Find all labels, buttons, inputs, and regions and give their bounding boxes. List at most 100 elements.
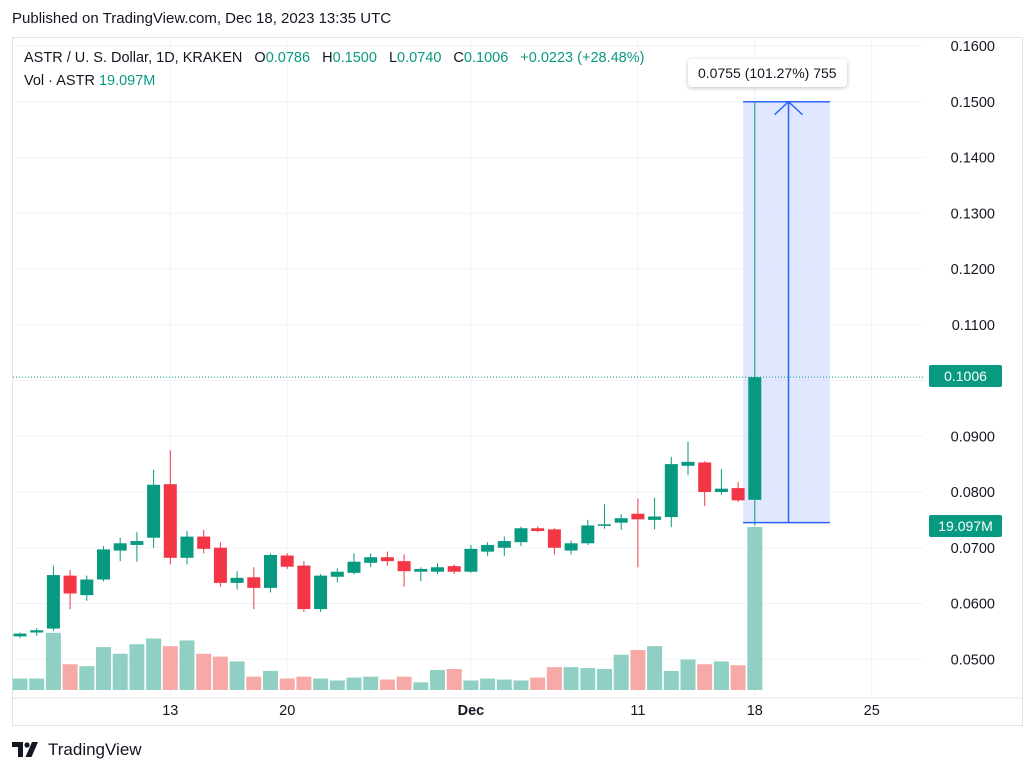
volume-bar (563, 667, 579, 690)
candle-body (297, 565, 311, 610)
y-tick-label: 0.0900 (951, 429, 995, 445)
candle-body (147, 484, 161, 538)
low-label: L (388, 50, 398, 66)
volume-bar (747, 527, 763, 690)
candle-body (364, 557, 378, 563)
volume-bar (196, 653, 212, 690)
volume-bar (62, 664, 78, 690)
x-tick-label: 20 (279, 703, 295, 719)
close-label: C (453, 50, 464, 66)
candle-body (46, 575, 60, 629)
candle-body (264, 554, 277, 588)
volume-label: Vol · ASTR (24, 73, 95, 89)
candle-body (347, 561, 361, 573)
volume-bar (730, 665, 746, 690)
volume-bar (546, 667, 562, 690)
candle-body (13, 633, 27, 637)
candle-body (113, 543, 127, 551)
candle-body (30, 630, 44, 633)
candle-body (648, 516, 662, 520)
y-tick-label: 0.1100 (952, 318, 995, 334)
y-tick-label: 0.0600 (951, 597, 995, 613)
volume-bar (680, 659, 696, 690)
last-price-label: 0.1006 (929, 365, 1002, 387)
candle-body (731, 488, 745, 501)
open-value: 0.0786 (265, 50, 311, 66)
volume-bar (463, 680, 479, 690)
volume-bar (329, 680, 345, 690)
close-value: 0.1006 (463, 50, 509, 66)
x-tick-label: 11 (630, 703, 645, 719)
candle-body (547, 529, 561, 548)
candle-body (180, 536, 194, 558)
candle-body (497, 541, 511, 548)
candle-body (163, 484, 177, 558)
volume-bar (96, 647, 111, 690)
volume-bar (229, 661, 245, 690)
x-tick-label: 13 (162, 703, 178, 719)
volume-bar (112, 653, 128, 690)
volume-bar (630, 649, 646, 690)
change-value: +0.0223 (+28.48%) (520, 50, 645, 66)
candle-body (280, 555, 294, 567)
volume-bar (430, 669, 445, 690)
candle-body (130, 541, 144, 545)
published-header: Published on TradingView.com, Dec 18, 20… (12, 10, 392, 27)
y-tick-label: 0.1300 (951, 206, 995, 222)
candle-body (464, 548, 478, 572)
x-tick-label: 25 (864, 703, 880, 719)
candle-body (614, 518, 628, 523)
volume-bar (29, 678, 45, 690)
candle-body (664, 464, 678, 518)
tradingview-logo-icon (12, 742, 38, 757)
volume-bar (296, 676, 312, 690)
candle-body (380, 557, 394, 562)
volume-bar (663, 670, 679, 690)
candle-body (531, 528, 545, 532)
volume-bar (212, 656, 228, 690)
volume-value: 19.097M (98, 73, 156, 89)
symbol-title[interactable]: ASTR / U. S. Dollar, 1D, KRAKEN (24, 50, 243, 66)
candle-body (397, 561, 411, 572)
candle-body (581, 525, 595, 544)
y-tick-label: 0.0800 (951, 485, 995, 501)
volume-bar (597, 669, 612, 690)
measure-arrow-head (774, 100, 804, 116)
footer-brand-text: TradingView (48, 740, 142, 759)
candle-body (63, 575, 77, 594)
x-tick-label: Dec (458, 703, 485, 719)
volume-bar (146, 638, 162, 690)
low-value: 0.0740 (397, 50, 442, 66)
volume-bar (246, 676, 262, 690)
high-value: 0.1500 (332, 50, 377, 66)
y-tick-label: 0.0700 (951, 541, 995, 557)
candle-body (330, 571, 344, 577)
y-tick-label: 0.1200 (951, 262, 995, 278)
volume-bar (79, 666, 95, 690)
candle-body (414, 568, 428, 572)
volume-bar (580, 668, 596, 690)
candle-body (564, 543, 578, 551)
footer-brand[interactable]: TradingView (12, 740, 142, 760)
volume-bar (697, 664, 713, 690)
candle-body (714, 488, 728, 492)
last-volume-label: 19.097M (929, 515, 1002, 537)
volume-bar (162, 646, 178, 690)
volume-bar (179, 640, 195, 690)
x-tick-label: 18 (747, 703, 763, 719)
volume-bar (513, 680, 529, 690)
candle-body (748, 377, 762, 500)
volume-bar (313, 678, 329, 690)
candle-body (213, 547, 227, 583)
volume-bar (713, 661, 729, 690)
volume-bar (129, 644, 145, 690)
candle-body (230, 577, 244, 583)
volume-bar (12, 678, 28, 690)
chart-frame[interactable] (12, 37, 1023, 726)
volume-bar (396, 676, 412, 690)
candle-body (631, 513, 645, 520)
candle-body (80, 579, 94, 596)
legend: ASTR / U. S. Dollar, 1D, KRAKEN O0.0786 … (24, 47, 644, 93)
volume-bar (379, 679, 395, 690)
